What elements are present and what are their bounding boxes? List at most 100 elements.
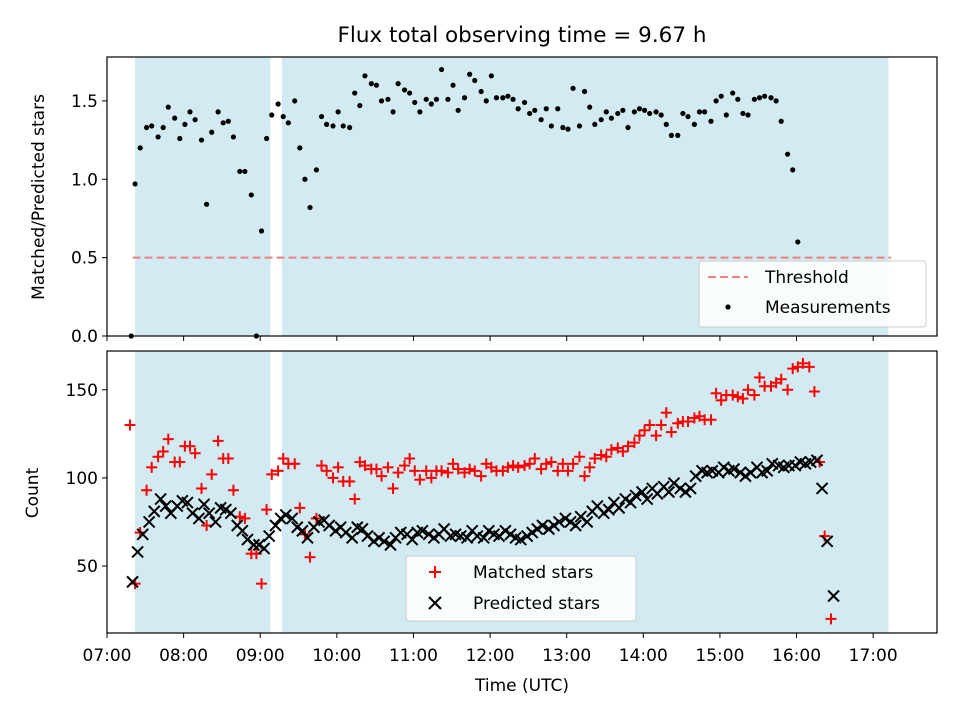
matched-star-point bbox=[600, 451, 612, 463]
measurement-point bbox=[428, 101, 434, 107]
measurement-point bbox=[412, 99, 418, 106]
measurement-point bbox=[204, 201, 210, 207]
measurement-point bbox=[745, 112, 751, 118]
measurement-point bbox=[445, 96, 451, 102]
matched-star-point bbox=[682, 416, 694, 427]
matched-star-point bbox=[447, 458, 459, 470]
predicted-legend-swatch bbox=[428, 596, 442, 610]
measurement-point bbox=[500, 95, 506, 101]
matched-star-point bbox=[152, 451, 164, 463]
measurement-point bbox=[702, 109, 708, 115]
predicted-star-point bbox=[580, 515, 594, 529]
predicted-star-point bbox=[629, 489, 642, 502]
count-y-axis-label: Count bbox=[23, 467, 43, 518]
matched-star-point bbox=[797, 357, 809, 369]
measurement-point bbox=[330, 123, 336, 129]
measurement-point bbox=[570, 85, 576, 91]
measurement-point bbox=[182, 121, 188, 127]
measurement-point bbox=[790, 167, 796, 173]
matched-star-point bbox=[775, 373, 787, 385]
measurement-point bbox=[538, 117, 544, 123]
predicted-star-point bbox=[356, 522, 369, 536]
matched-star-point bbox=[436, 465, 448, 477]
measurement-point bbox=[576, 123, 583, 129]
ratio-y-axis-label: Matched/Predicted stars bbox=[29, 94, 49, 300]
measurement-point bbox=[220, 120, 226, 126]
measurement-point bbox=[691, 121, 697, 127]
predicted-star-point bbox=[536, 519, 549, 532]
measurement-point bbox=[773, 98, 779, 104]
predicted-star-point bbox=[477, 531, 490, 545]
predicted-star-point bbox=[635, 485, 649, 499]
measurement-point bbox=[385, 96, 391, 102]
measurement-point bbox=[318, 113, 325, 120]
measurement-points bbox=[128, 66, 801, 339]
measurement-point bbox=[587, 104, 593, 110]
matched-star-point bbox=[605, 444, 617, 456]
predicted-star-point bbox=[148, 505, 161, 518]
predicted-star-point bbox=[827, 589, 840, 603]
matched-legend-swatch bbox=[429, 566, 441, 578]
predicted-star-point bbox=[202, 506, 216, 520]
count-axis-ticks: 50 100 150 07:00 08:00 09:00 10:00 11:00 12:00 13… bbox=[66, 381, 898, 666]
matched-star-point bbox=[665, 426, 677, 438]
matched-star-point bbox=[277, 453, 289, 465]
measurement-point bbox=[735, 96, 741, 102]
measurement-point bbox=[647, 110, 653, 117]
measurement-point bbox=[555, 106, 561, 112]
matched-star-point bbox=[141, 484, 153, 496]
measurement-point bbox=[187, 109, 193, 115]
measurement-point bbox=[713, 98, 719, 104]
measurement-point bbox=[521, 99, 528, 106]
matched-star-point bbox=[535, 463, 547, 475]
predicted-star-point bbox=[301, 531, 314, 545]
measurement-point bbox=[527, 110, 533, 117]
measurement-point bbox=[242, 168, 248, 175]
count-shaded-interval-1 bbox=[135, 351, 271, 633]
predicted-star-point bbox=[810, 454, 824, 467]
measurement-point bbox=[603, 109, 609, 115]
matched-star-point bbox=[239, 512, 251, 524]
measurement-point bbox=[768, 95, 774, 101]
matched-star-point bbox=[376, 470, 388, 482]
ratio-panel: 0.0 0.5 1.0 1.5 Matched/Predicted stars Thr… bbox=[29, 56, 938, 347]
measurement-point bbox=[510, 96, 516, 102]
predicted-star-point bbox=[640, 492, 654, 506]
predicted-star-point bbox=[257, 542, 271, 555]
measurement-point bbox=[680, 110, 686, 117]
measurement-point bbox=[785, 151, 791, 157]
matched-star-point bbox=[742, 384, 754, 396]
measurement-point bbox=[313, 167, 320, 173]
matched-star-point bbox=[392, 467, 404, 479]
measurement-point bbox=[488, 73, 494, 79]
matched-star-point bbox=[475, 470, 487, 482]
matched-star-point bbox=[452, 463, 464, 475]
matched-star-point bbox=[370, 463, 382, 475]
measurement-point bbox=[368, 81, 374, 87]
measurement-point bbox=[362, 73, 368, 79]
measurement-point bbox=[248, 192, 254, 198]
predicted-star-point bbox=[192, 512, 206, 525]
matched-star-point bbox=[573, 451, 585, 463]
matched-star-point bbox=[327, 472, 339, 484]
measurement-point bbox=[417, 109, 423, 115]
measurement-point bbox=[433, 96, 440, 102]
matched-star-point bbox=[595, 449, 607, 461]
measurement-point bbox=[560, 124, 566, 131]
matched-star-point bbox=[529, 453, 541, 465]
matched-star-point bbox=[727, 389, 739, 401]
predicted-star-point bbox=[236, 524, 249, 537]
matched-star-point bbox=[825, 613, 837, 625]
matched-star-point bbox=[552, 465, 564, 477]
measurement-point bbox=[730, 90, 736, 96]
measurement-point bbox=[198, 137, 205, 143]
predicted-star-point bbox=[131, 545, 144, 559]
matched-star-point bbox=[212, 435, 224, 447]
predicted-star-point bbox=[377, 535, 391, 548]
measurement-point bbox=[423, 96, 429, 102]
measurement-point bbox=[209, 129, 215, 135]
measurement-point bbox=[751, 96, 758, 102]
measurement-point bbox=[592, 121, 598, 127]
matched-star-point bbox=[425, 472, 437, 484]
ratio-axis-ticks: 0.0 0.5 1.0 1.5 bbox=[71, 92, 874, 347]
